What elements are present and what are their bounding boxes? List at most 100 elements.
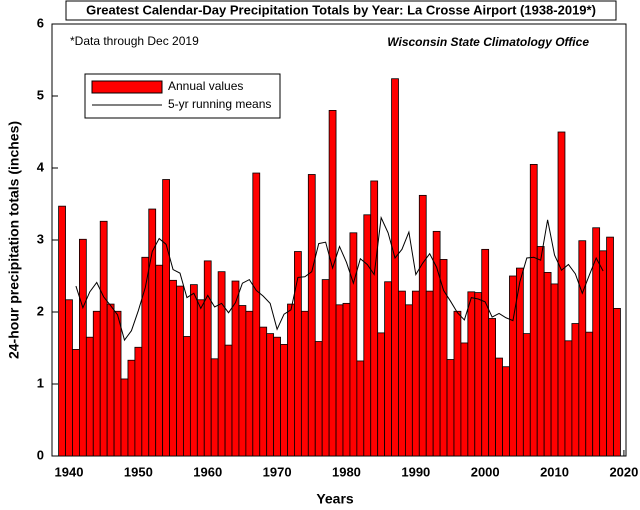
bar — [613, 307, 621, 457]
bar — [425, 290, 434, 457]
bar — [106, 303, 115, 457]
bar — [578, 240, 587, 457]
bar — [599, 250, 607, 457]
bar — [245, 310, 254, 457]
y-axis-label: 24-hour precipitation totals (inches) — [6, 121, 22, 359]
bar — [439, 259, 448, 457]
x-tick-label: 1970 — [263, 464, 292, 479]
bar — [536, 246, 545, 457]
bar — [238, 305, 247, 457]
bar — [405, 304, 413, 457]
bar — [224, 344, 233, 457]
title-box — [65, 0, 617, 21]
legend-label: 5-yr running means — [168, 97, 271, 111]
bar — [252, 172, 261, 457]
y-tick-label: 1 — [37, 375, 44, 390]
legend-label: Annual values — [168, 79, 243, 93]
bar — [120, 378, 129, 457]
bar — [287, 303, 295, 457]
x-tick-label: 2000 — [471, 464, 500, 479]
bar — [502, 366, 510, 457]
x-axis-label: Years — [316, 491, 354, 507]
bar — [460, 342, 469, 457]
bar — [529, 163, 538, 457]
bar — [377, 332, 386, 457]
bar — [557, 131, 566, 457]
bar — [65, 299, 73, 457]
y-tick-label: 6 — [37, 15, 44, 30]
bar — [203, 260, 212, 457]
bar — [391, 78, 399, 457]
bar — [72, 349, 80, 457]
x-tick-label: 2010 — [540, 464, 569, 479]
bar — [467, 291, 476, 457]
y-tick-label: 5 — [37, 87, 44, 102]
bar — [481, 248, 490, 457]
bar — [432, 230, 441, 457]
bar — [273, 336, 281, 457]
bar — [474, 292, 483, 457]
bar — [183, 336, 191, 457]
bar — [564, 340, 573, 457]
bar — [550, 283, 559, 457]
x-tick-label: 1960 — [193, 464, 222, 479]
bar — [169, 279, 177, 457]
bar — [259, 326, 268, 457]
bar — [328, 110, 337, 457]
bar — [571, 323, 580, 457]
bar — [266, 333, 275, 457]
y-tick-label: 4 — [37, 159, 45, 174]
bar — [134, 346, 143, 457]
bar — [321, 279, 330, 457]
bar — [335, 304, 344, 457]
y-tick-label: 3 — [37, 231, 44, 246]
bar — [99, 220, 108, 457]
bar — [300, 310, 309, 457]
bar — [294, 251, 302, 457]
bar — [363, 214, 372, 457]
bar — [453, 310, 462, 457]
x-tick-label: 1990 — [401, 464, 430, 479]
bar — [176, 285, 184, 457]
bar — [495, 357, 503, 457]
running-mean-line — [75, 215, 604, 342]
bar — [210, 358, 219, 457]
bar — [217, 271, 226, 457]
bar — [231, 280, 240, 457]
x-tick-label: 1950 — [124, 464, 153, 479]
bar — [585, 331, 594, 457]
bar — [196, 299, 205, 457]
x-tick-label: 1980 — [332, 464, 361, 479]
bar — [398, 290, 406, 457]
bar — [78, 238, 87, 457]
bar — [418, 194, 427, 457]
bar — [58, 205, 66, 457]
annotation: *Data through Dec 2019 — [70, 34, 199, 48]
x-tick-label: 1940 — [55, 464, 84, 479]
bar — [488, 318, 496, 457]
bar — [113, 310, 122, 457]
bar — [85, 336, 94, 457]
bar — [92, 310, 101, 457]
bar — [522, 333, 531, 457]
bar — [280, 343, 288, 457]
bar — [307, 174, 316, 457]
bar — [127, 359, 136, 457]
bar — [356, 360, 365, 457]
bar — [411, 290, 420, 457]
x-tick-label: 2020 — [609, 464, 638, 479]
chart-title: Greatest Calendar-Day Precipitation Tota… — [86, 2, 596, 17]
bar — [384, 281, 392, 457]
bar — [606, 236, 614, 457]
bar — [189, 284, 198, 457]
bar — [543, 271, 552, 457]
annotation: Wisconsin State Climatology Office — [387, 35, 589, 49]
legend-swatch — [91, 80, 163, 94]
bar — [446, 359, 455, 457]
bar — [342, 302, 351, 457]
bar — [155, 264, 164, 457]
y-tick-label: 2 — [37, 303, 44, 318]
bar — [370, 180, 379, 457]
y-tick-label: 0 — [37, 447, 44, 462]
